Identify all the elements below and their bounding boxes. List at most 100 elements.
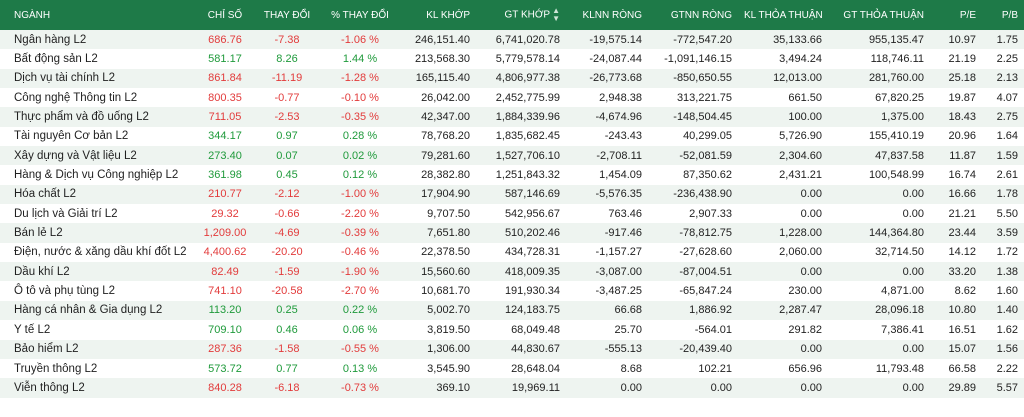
cell-nganh: Hàng cá nhân & Gia dụng L2 (14, 304, 163, 317)
cell-pct-thay-doi: 0.02 % (342, 149, 378, 162)
cell-gtnn-rong: -850,650.55 (673, 72, 732, 85)
table-row[interactable]: Hàng & Dịch vụ Công nghiệp L2 361.98 0.45 0… (0, 165, 1024, 185)
cell-thay-doi: 8.26 (276, 53, 298, 66)
cell-pe: 8.62 (954, 285, 976, 298)
cell-klnn-rong: -555.13 (604, 343, 642, 356)
cell-nganh: Truyền thông L2 (14, 362, 98, 375)
cell-pct-thay-doi: -2.70 % (341, 285, 379, 298)
table-row[interactable]: Ngân hàng L2 686.76 -7.38 -1.06 % 246,151.40… (0, 30, 1024, 50)
cell-kl-thoa-thuan: 12,013.00 (773, 72, 822, 85)
table-row[interactable]: Công nghệ Thông tin L2 800.35 -0.77 -0.10 %… (0, 88, 1024, 108)
cell-gt-thoa-thuan: 118,746.11 (870, 53, 924, 66)
table-row[interactable]: Hàng cá nhân & Gia dụng L2 113.20 0.25 0.22… (0, 300, 1024, 321)
table-row[interactable]: Y tế L2 709.10 0.46 0.06 % 3,819.50 68,049.48… (0, 320, 1024, 340)
cell-kl-khop: 42,347.00 (421, 111, 470, 124)
col-header-pe[interactable]: P/E (959, 9, 976, 21)
cell-kl-khop: 10,681.70 (421, 285, 470, 298)
cell-kl-thoa-thuan: 0.00 (800, 207, 822, 220)
cell-nganh: Viễn thông L2 (14, 381, 85, 394)
header-row: NGÀNH CHỈ SỐ THAY ĐỔI % THAY ĐỔI KL KHỚP… (0, 0, 1024, 30)
cell-pb: 2.61 (996, 169, 1018, 182)
col-header-pb[interactable]: P/B (1001, 9, 1018, 21)
cell-chi-so: 273.40 (208, 149, 242, 162)
cell-nganh: Thực phẩm và đồ uống L2 (14, 111, 149, 124)
cell-nganh: Công nghệ Thông tin L2 (14, 91, 138, 104)
table-row[interactable]: Viễn thông L2 840.28 -6.18 -0.73 % 369.10 19,… (0, 378, 1024, 398)
table-row[interactable]: Dầu khí L2 82.49 -1.59 -1.90 % 15,560.60 418,… (0, 262, 1024, 282)
cell-thay-doi: -2.12 (274, 188, 300, 201)
col-header-pct-thay-doi[interactable]: % THAY ĐỔI (331, 9, 389, 21)
cell-gt-khop: 5,779,578.14 (495, 53, 560, 66)
table-row[interactable]: Du lịch và Giải trí L2 29.32 -0.66 -2.20 % 9… (0, 204, 1024, 224)
cell-gtnn-rong: 0.00 (710, 381, 732, 394)
cell-klnn-rong: -26,773.68 (589, 72, 642, 85)
col-header-gt-khop[interactable]: GT KHỚP ▲ ▼ (476, 0, 566, 30)
col-header-gtnn-rong[interactable]: GTNN RÒNG (670, 9, 732, 21)
cell-thay-doi: 0.07 (276, 149, 298, 162)
table-row[interactable]: Xây dựng và Vật liệu L2 273.40 0.07 0.02 % 7… (0, 146, 1024, 166)
cell-thay-doi: -0.66 (274, 207, 300, 220)
cell-pb: 4.07 (996, 91, 1018, 104)
cell-kl-khop: 22,378.50 (421, 246, 470, 259)
cell-gt-thoa-thuan: 955,135.47 (868, 33, 924, 46)
cell-nganh: Y tế L2 (14, 323, 51, 336)
cell-kl-thoa-thuan: 100.00 (788, 111, 822, 124)
cell-klnn-rong: -5,576.35 (595, 188, 642, 201)
sector-table: NGÀNH CHỈ SỐ THAY ĐỔI % THAY ĐỔI KL KHỚP… (0, 0, 1024, 398)
cell-pe: 16.51 (948, 323, 976, 336)
cell-klnn-rong: 1,454.09 (599, 169, 642, 182)
cell-kl-khop: 5,002.70 (427, 304, 470, 317)
cell-chi-so: 4,400.62 (203, 246, 247, 259)
cell-chi-so: 581.17 (208, 53, 242, 66)
table-row[interactable]: Dịch vụ tài chính L2 861.84 -11.19 -1.28 % 1… (0, 68, 1024, 89)
table-row[interactable]: Ô tô và phụ tùng L2 741.10 -20.58 -2.70 % 10… (0, 281, 1024, 301)
cell-gt-khop: 124,183.75 (504, 304, 560, 317)
table-row[interactable]: Bất động sản L2 581.17 8.26 1.44 % 213,568.3… (0, 49, 1024, 69)
cell-chi-so: 800.35 (208, 91, 242, 104)
cell-kl-thoa-thuan: 230.00 (788, 285, 822, 298)
cell-pe: 66.58 (948, 362, 976, 375)
cell-nganh: Dịch vụ tài chính L2 (14, 72, 116, 85)
cell-gt-khop: 434,728.31 (504, 246, 560, 259)
col-header-nganh[interactable]: NGÀNH (14, 9, 51, 21)
cell-nganh: Bán lẻ L2 (14, 227, 63, 240)
cell-gtnn-rong: 2,907.33 (689, 207, 732, 220)
table-row[interactable]: Điện, nước & xăng dầu khí đốt L2 4,400.62… (0, 242, 1024, 263)
cell-pe: 33.20 (948, 265, 976, 278)
cell-chi-so: 686.76 (208, 33, 242, 46)
cell-gt-khop: 6,741,020.78 (495, 33, 560, 46)
col-header-klnn-rong[interactable]: KLNN RÒNG (582, 9, 642, 21)
cell-pe: 10.97 (948, 33, 976, 46)
cell-pct-thay-doi: -1.28 % (341, 72, 379, 85)
cell-pct-thay-doi: -1.90 % (341, 265, 379, 278)
cell-kl-thoa-thuan: 0.00 (800, 343, 822, 356)
col-header-kl-thoa-thuan[interactable]: KL THỎA THUẬN (744, 9, 823, 21)
cell-klnn-rong: 8.68 (620, 362, 642, 375)
col-header-chi-so[interactable]: CHỈ SỐ (207, 9, 243, 21)
cell-gt-khop: 1,884,339.96 (495, 111, 560, 124)
table-row[interactable]: Hóa chất L2 210.77 -2.12 -1.00 % 17,904.90 58… (0, 184, 1024, 205)
cell-pe: 14.12 (948, 246, 976, 259)
table-row[interactable]: Thực phẩm và đồ uống L2 711.05 -2.53 -0.35 … (0, 107, 1024, 127)
cell-klnn-rong: -917.46 (604, 227, 642, 240)
cell-thay-doi: -1.59 (274, 265, 300, 278)
table-body: Ngân hàng L2 686.76 -7.38 -1.06 % 246,151.40… (0, 30, 1024, 398)
table-row[interactable]: Bán lẻ L2 1,209.00 -4.69 -0.39 % 7,651.80 510… (0, 223, 1024, 243)
table-row[interactable]: Bảo hiểm L2 287.36 -1.58 -0.55 % 1,306.00 44,… (0, 339, 1024, 359)
cell-nganh: Bất động sản L2 (14, 53, 98, 66)
cell-kl-khop: 369.10 (436, 381, 470, 394)
cell-pct-thay-doi: -1.00 % (341, 188, 379, 201)
cell-pb: 1.75 (996, 33, 1018, 46)
table-row[interactable]: Truyền thông L2 573.72 0.77 0.13 % 3,545.90 2… (0, 358, 1024, 379)
table-row[interactable]: Tài nguyên Cơ bản L2 344.17 0.97 0.28 % 78,7… (0, 126, 1024, 147)
col-header-gt-thoa-thuan[interactable]: GT THỎA THUẬN (843, 9, 924, 21)
col-header-kl-khop[interactable]: KL KHỚP (426, 9, 470, 21)
cell-chi-so: 741.10 (208, 285, 242, 298)
sort-icon[interactable]: ▲ ▼ (552, 6, 560, 23)
cell-gt-khop: 1,527,706.10 (495, 149, 560, 162)
cell-nganh: Điện, nước & xăng dầu khí đốt L2 (14, 246, 187, 259)
col-header-thay-doi[interactable]: THAY ĐỔI (263, 9, 311, 21)
cell-kl-thoa-thuan: 0.00 (800, 381, 822, 394)
cell-kl-khop: 7,651.80 (427, 227, 470, 240)
cell-pb: 2.25 (996, 53, 1018, 66)
